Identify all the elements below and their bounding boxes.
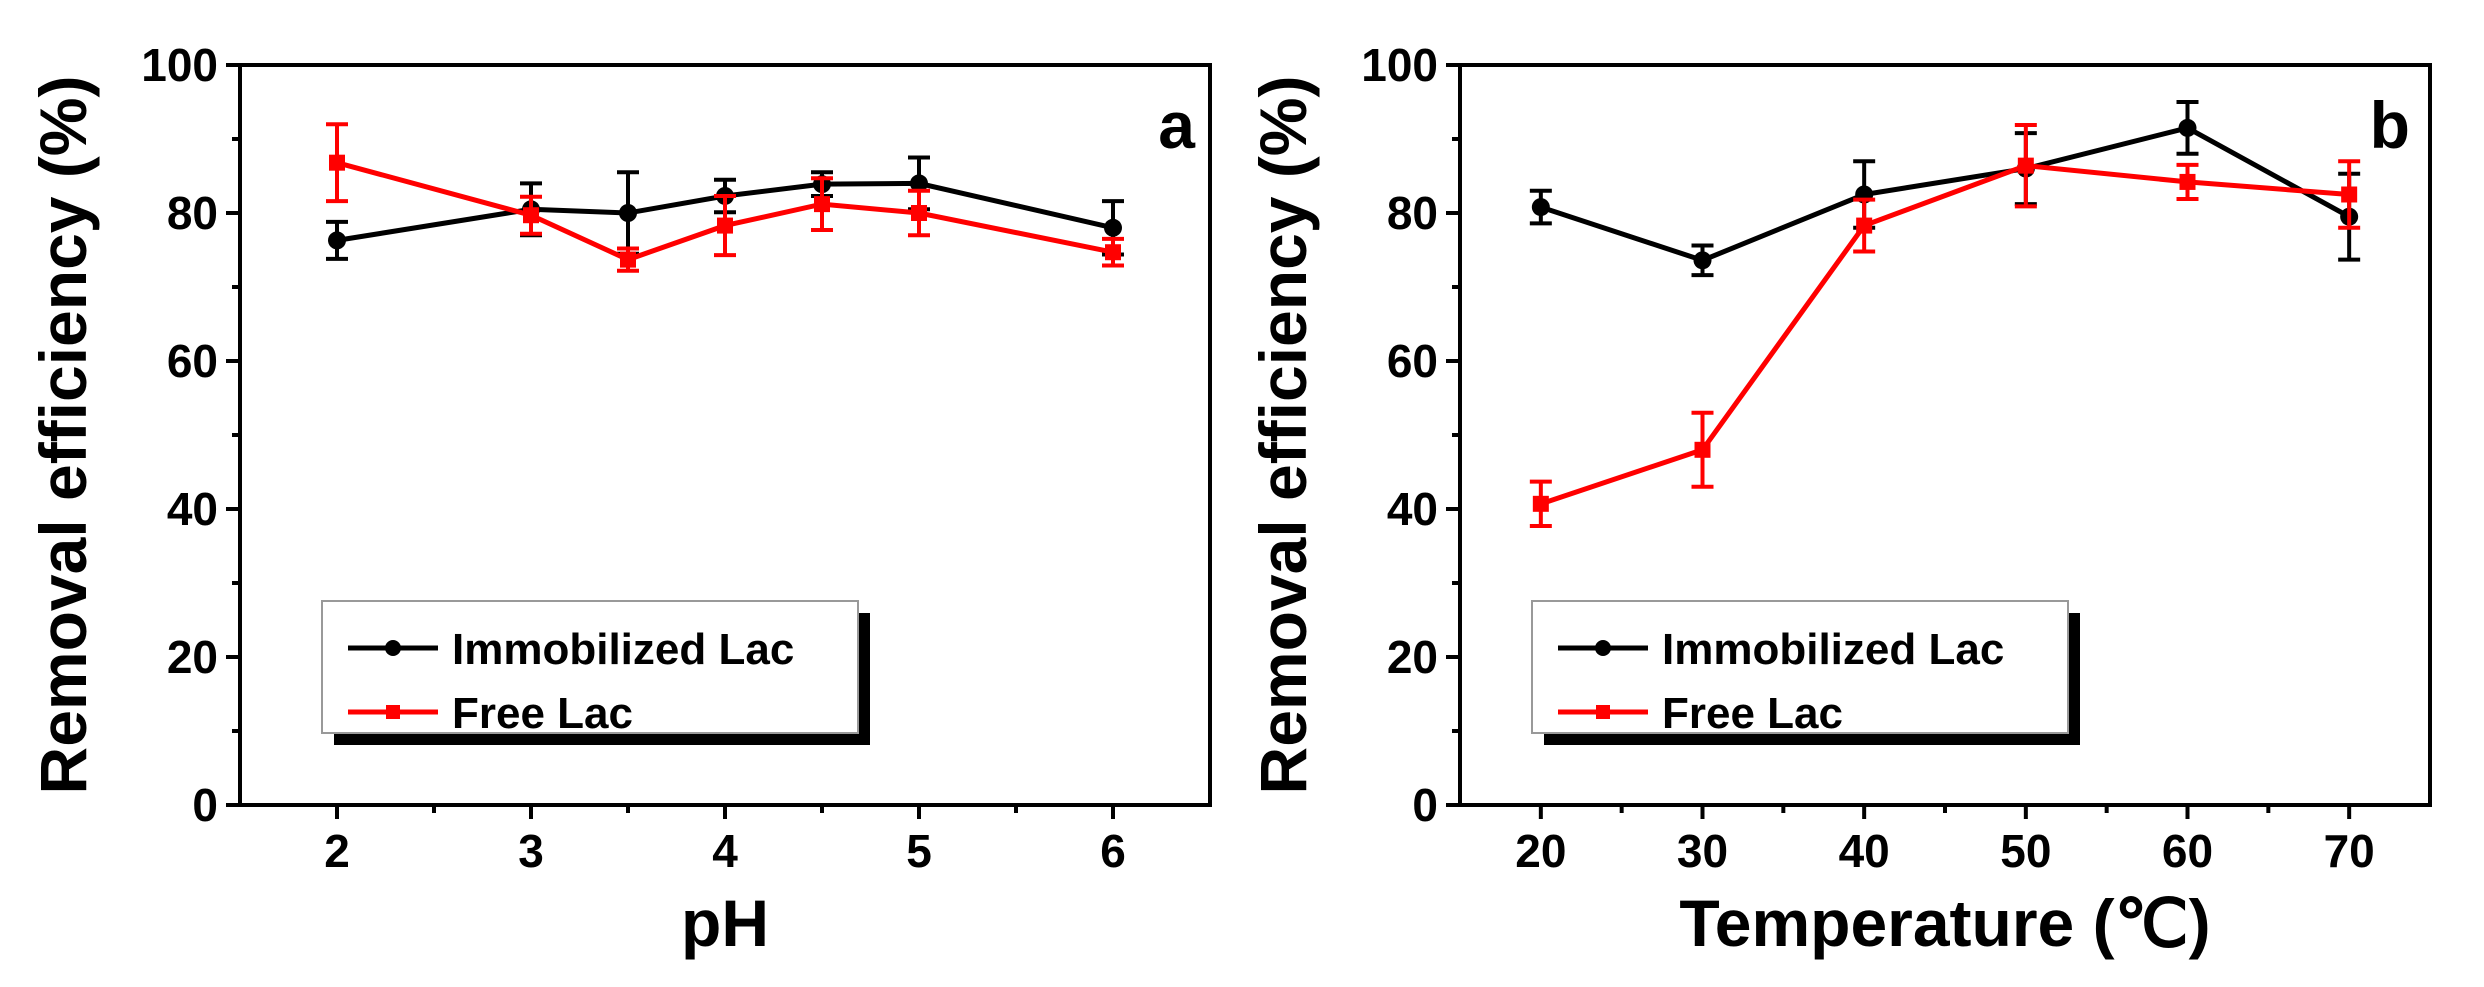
y-axis-title-b: Removal efficiency (%) xyxy=(1246,76,1320,795)
data-point xyxy=(814,196,830,213)
data-point xyxy=(328,231,346,250)
series-line-free-lac xyxy=(1540,163,2350,507)
x-tick-label: 40 xyxy=(1839,825,1890,877)
data-point xyxy=(2178,118,2197,137)
x-tick-label: 2 xyxy=(324,825,350,877)
y-tick-label: 80 xyxy=(1387,187,1438,239)
x-axis-title-b: Temperature (℃) xyxy=(1679,886,2210,960)
x-tick-label: 5 xyxy=(906,825,932,877)
data-point xyxy=(717,217,733,234)
x-tick-label: 3 xyxy=(518,825,544,877)
data-point xyxy=(1104,218,1122,237)
series-layer-a xyxy=(326,122,1124,273)
legend-label-free-a: Free Lac xyxy=(452,689,633,738)
data-point xyxy=(2179,173,2196,190)
data-point xyxy=(523,207,539,224)
data-point xyxy=(910,174,928,193)
ticks-a: 0 20 40 60 80 100 2 3 4 5 6 xyxy=(141,39,1126,877)
x-tick-label: 30 xyxy=(1677,825,1728,877)
panel-b: b Temperature (℃) Removal efficiency (%)… xyxy=(1246,39,2432,960)
legend-marker-immobilized-a xyxy=(385,640,401,656)
x-tick-label: 20 xyxy=(1515,825,1566,877)
ticks-b: 0 20 40 60 80 100 20 30 40 50 60 70 xyxy=(1361,39,2375,877)
legend-box-b xyxy=(1531,600,2069,734)
y-tick-label: 80 xyxy=(167,187,218,239)
legend-marker-immobilized-b xyxy=(1595,640,1611,656)
x-axis-title-a: pH xyxy=(681,886,769,960)
data-point xyxy=(620,251,636,268)
y-tick-label: 60 xyxy=(167,335,218,387)
legend-label-free-b: Free Lac xyxy=(1662,689,1843,738)
legend-marker-free-a xyxy=(386,705,400,719)
y-tick-label: 40 xyxy=(1387,483,1438,535)
data-point xyxy=(1531,198,1550,217)
series-layer-b xyxy=(1529,100,2361,529)
data-point xyxy=(1532,495,1549,512)
y-tick-label: 60 xyxy=(1387,335,1438,387)
data-point xyxy=(911,205,927,221)
data-point xyxy=(329,154,345,171)
series-free-lac xyxy=(1529,122,2361,529)
legend-marker-free-b xyxy=(1596,705,1610,719)
data-point xyxy=(1105,244,1121,261)
data-point xyxy=(2341,186,2358,203)
x-tick-label: 60 xyxy=(2162,825,2213,877)
y-tick-label: 100 xyxy=(141,39,218,91)
series-line-immobilized-lac xyxy=(1540,125,2351,264)
series-immobilized-lac xyxy=(1529,100,2361,278)
x-tick-label: 50 xyxy=(2000,825,2051,877)
data-point xyxy=(2017,157,2034,174)
x-tick-label: 4 xyxy=(712,825,738,877)
legend-a: Immobilized Lac Free Lac xyxy=(321,600,870,745)
panel-b-label: b xyxy=(2370,88,2410,162)
y-tick-label: 100 xyxy=(1361,39,1438,91)
data-point xyxy=(619,204,637,222)
x-tick-label: 6 xyxy=(1100,825,1126,877)
panel-a: a pH Removal efficiency (%) 0 20 40 60 80 100… xyxy=(26,39,1212,960)
y-tick-label: 20 xyxy=(1387,631,1438,683)
x-tick-label: 70 xyxy=(2324,825,2375,877)
y-tick-label: 40 xyxy=(167,483,218,535)
legend-label-immobilized-a: Immobilized Lac xyxy=(452,625,794,674)
y-axis-title-a: Removal efficiency (%) xyxy=(26,76,100,795)
legend-label-immobilized-b: Immobilized Lac xyxy=(1662,625,2004,674)
y-tick-label: 0 xyxy=(1412,779,1438,831)
y-tick-label: 0 xyxy=(192,779,218,831)
data-point xyxy=(1694,441,1711,458)
y-tick-label: 20 xyxy=(167,631,218,683)
data-point xyxy=(1693,251,1712,270)
data-point xyxy=(1856,217,1873,234)
series-free-lac xyxy=(326,122,1124,273)
panel-a-label: a xyxy=(1158,88,1196,162)
legend-b: Immobilized Lac Free Lac xyxy=(1531,600,2080,745)
